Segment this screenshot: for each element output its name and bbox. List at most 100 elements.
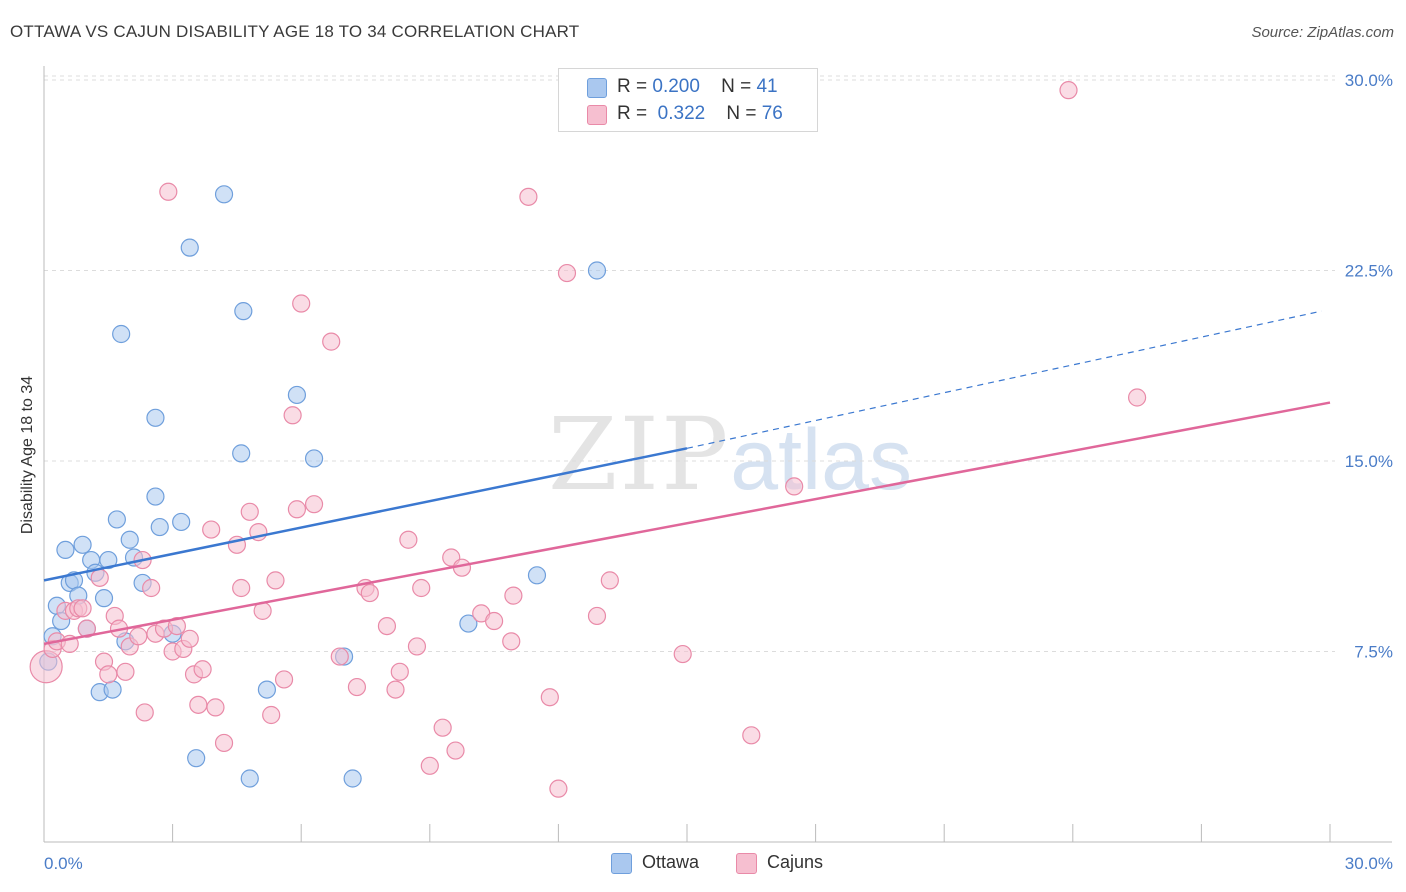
point-cajuns bbox=[420, 756, 439, 775]
point-cajuns bbox=[304, 495, 324, 514]
point-ottawa bbox=[112, 324, 131, 344]
point-cajuns bbox=[549, 779, 568, 798]
point-cajuns bbox=[347, 677, 367, 697]
y-tick-label: 30.0% bbox=[1345, 71, 1393, 90]
point-ottawa bbox=[257, 680, 277, 699]
point-ottawa bbox=[107, 510, 126, 529]
point-cajuns bbox=[214, 733, 234, 753]
point-cajuns bbox=[330, 647, 349, 666]
trend-line-ottawa-extrapolated bbox=[686, 310, 1322, 449]
point-cajuns bbox=[180, 629, 199, 648]
point-cajuns bbox=[206, 698, 225, 717]
point-cajuns bbox=[377, 616, 397, 636]
watermark-zip: ZIP bbox=[548, 396, 731, 513]
point-ottawa bbox=[287, 385, 307, 405]
point-cajuns bbox=[159, 182, 178, 201]
point-cajuns bbox=[742, 726, 761, 745]
point-ottawa bbox=[304, 449, 324, 468]
legend-swatch-ottawa bbox=[587, 78, 607, 98]
point-cajuns bbox=[1127, 388, 1147, 407]
point-cajuns bbox=[485, 611, 504, 631]
x-tick-label: 30.0% bbox=[1345, 854, 1393, 873]
point-ottawa bbox=[240, 769, 259, 788]
legend-text-ottawa: R = 0.200 N = 41 bbox=[617, 75, 778, 99]
source-label: Source: ZipAtlas.com bbox=[1251, 24, 1394, 41]
legend-r-value: 0.322 bbox=[657, 103, 706, 124]
legend-r-label: R = bbox=[617, 103, 648, 124]
point-cajuns bbox=[90, 568, 109, 587]
point-ottawa bbox=[94, 589, 114, 608]
point-ottawa bbox=[99, 550, 118, 570]
point-ottawa bbox=[343, 769, 362, 788]
point-cajuns bbox=[557, 263, 577, 283]
legend-r-value: 0.200 bbox=[652, 76, 700, 97]
correlation-legend: R = 0.200 N = 41 R = 0.322 N = 76 bbox=[558, 68, 818, 132]
legend-n-value: 76 bbox=[761, 103, 783, 124]
point-ottawa bbox=[120, 530, 139, 549]
bottom-legend-label-cajuns: Cajuns bbox=[767, 852, 824, 872]
point-ottawa bbox=[146, 408, 165, 427]
point-cajuns bbox=[73, 599, 92, 618]
point-cajuns bbox=[99, 665, 118, 684]
bottom-legend-label-ottawa: Ottawa bbox=[642, 852, 700, 872]
point-cajuns bbox=[77, 619, 96, 638]
point-cajuns bbox=[399, 530, 418, 549]
legend-r-label: R = bbox=[617, 76, 648, 97]
point-cajuns bbox=[167, 616, 186, 636]
legend-n-label: N = bbox=[726, 103, 757, 124]
point-ottawa bbox=[234, 302, 253, 321]
point-cajuns bbox=[189, 695, 208, 714]
y-tick-label: 7.5% bbox=[1354, 643, 1393, 662]
point-cajuns bbox=[322, 332, 341, 351]
point-cajuns bbox=[266, 571, 285, 590]
point-ottawa bbox=[587, 261, 607, 280]
point-ottawa bbox=[73, 535, 92, 554]
chart-title: OTTAWA VS CAJUN DISABILITY AGE 18 TO 34 … bbox=[10, 22, 580, 41]
point-ottawa bbox=[56, 540, 75, 560]
point-cajuns bbox=[407, 637, 427, 656]
point-ottawa bbox=[527, 566, 547, 585]
legend-text-cajuns: R = 0.322 N = 76 bbox=[617, 102, 783, 126]
trend-line-ottawa bbox=[43, 447, 688, 582]
point-cajuns bbox=[600, 571, 619, 590]
point-ottawa bbox=[172, 512, 191, 532]
point-ottawa bbox=[214, 185, 234, 204]
point-ottawa bbox=[180, 238, 199, 257]
point-cajuns bbox=[283, 406, 302, 425]
trend-line-cajuns bbox=[43, 401, 1331, 646]
point-cajuns bbox=[504, 586, 523, 605]
point-ottawa bbox=[232, 444, 251, 463]
point-cajuns bbox=[673, 644, 692, 664]
point-ottawa bbox=[150, 517, 169, 537]
x-tick-label: 0.0% bbox=[44, 854, 83, 873]
point-cajuns bbox=[540, 688, 559, 707]
bottom-legend-swatch-ottawa bbox=[611, 853, 632, 874]
watermark: ZIPatlas bbox=[548, 396, 912, 513]
point-ottawa bbox=[146, 487, 165, 506]
point-cajuns bbox=[360, 583, 379, 603]
point-cajuns bbox=[587, 606, 607, 626]
legend-swatch-cajuns bbox=[587, 105, 607, 125]
point-cajuns bbox=[1059, 81, 1078, 100]
point-cajuns bbox=[274, 670, 294, 689]
point-cajuns bbox=[240, 502, 259, 521]
point-cajuns bbox=[412, 578, 431, 598]
point-cajuns bbox=[135, 703, 154, 722]
watermark-atlas: atlas bbox=[730, 412, 912, 508]
point-cajuns bbox=[390, 662, 409, 681]
point-cajuns bbox=[193, 660, 212, 679]
point-cajuns bbox=[142, 578, 161, 598]
point-cajuns bbox=[292, 294, 311, 313]
point-cajuns bbox=[519, 187, 538, 206]
point-cajuns bbox=[262, 705, 281, 725]
point-ottawa bbox=[187, 749, 206, 768]
point-cajuns bbox=[287, 500, 307, 519]
y-tick-label: 22.5% bbox=[1345, 262, 1393, 281]
y-tick-label: 15.0% bbox=[1345, 452, 1393, 471]
point-cajuns bbox=[446, 741, 465, 760]
legend-n-value: 41 bbox=[756, 76, 778, 97]
point-cajuns bbox=[386, 680, 405, 699]
point-cajuns bbox=[433, 718, 452, 737]
point-cajuns bbox=[116, 662, 135, 681]
